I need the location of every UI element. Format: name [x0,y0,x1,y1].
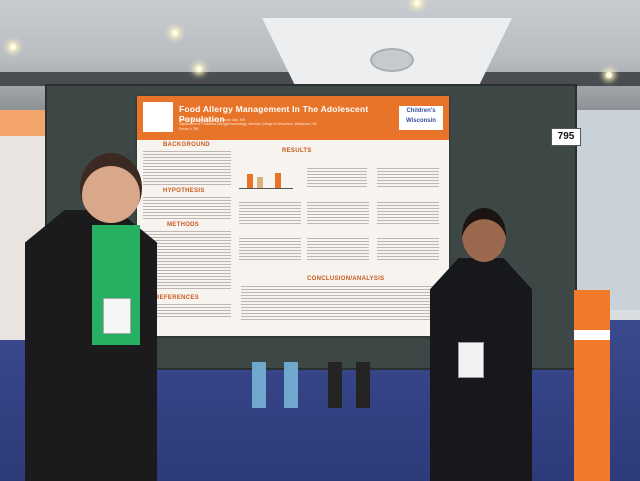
results-chart-small [307,202,369,226]
leg [284,362,298,408]
section-hypothesis: HYPOTHESIS [163,188,205,194]
ceiling-light [606,72,612,78]
presenter-right-head [462,208,506,262]
poster-authors: Nadine Hamadeh, MD and Sonam Jain, MD De… [179,118,399,131]
author-affiliation: Department of Pediatrics Allergy/Immunol… [179,122,317,127]
methods-text [143,231,231,291]
references-text [143,304,231,318]
leg [356,362,370,408]
results-chart-small [377,202,439,226]
background-sign [0,110,48,136]
ceiling-vent [370,48,414,72]
hypothesis-text [143,197,231,219]
board-number: 795 [551,128,581,146]
chart-bar [257,177,263,188]
results-chart-small [239,202,301,226]
results-chart-small [239,238,301,262]
people-legs-behind-board [230,362,370,422]
author-names: Nadine Hamadeh, MD and Sonam Jain, MD [179,118,246,122]
background-text [143,151,231,185]
barrier-stripe [574,330,610,340]
results-chart-small [377,238,439,262]
presenter-left-head [80,153,142,223]
traffic-barrier [574,290,610,481]
ceiling-light [10,44,16,50]
childrens-wisconsin-logo: Children's Wisconsin [399,106,443,130]
conclusion-text [241,286,441,322]
ceiling-light [196,66,202,72]
poster-title: Food Allergy Management In The Adolescen… [179,104,369,124]
leg [252,362,266,408]
poster-number: Poster # 795 [179,126,199,131]
section-methods: METHODS [167,222,200,228]
ceiling-light [172,30,178,36]
name-badge [103,298,131,334]
results-chart [239,166,293,189]
section-results: RESULTS [282,148,312,154]
ceiling-light [414,0,420,6]
section-conclusion: CONCLUSION/ANALYSIS [307,276,385,282]
section-background: BACKGROUND [163,142,210,148]
results-chart-small [377,168,439,188]
results-chart-small [307,238,369,262]
section-references: REFERENCES [155,295,200,301]
leg [328,362,342,408]
research-poster: Food Allergy Management In The Adolescen… [137,96,449,336]
results-chart-small [307,168,367,188]
medical-college-logo [143,102,173,132]
poster-header [137,96,449,140]
chart-bar [275,173,281,188]
name-badge [458,342,484,378]
chart-bar [247,174,253,188]
